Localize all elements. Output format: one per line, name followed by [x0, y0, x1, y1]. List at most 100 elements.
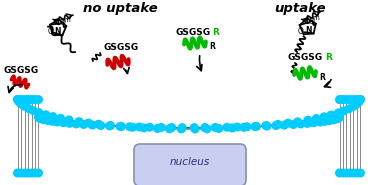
Circle shape: [85, 119, 92, 127]
Circle shape: [136, 123, 143, 131]
Circle shape: [336, 114, 343, 121]
Circle shape: [129, 123, 136, 131]
FancyBboxPatch shape: [134, 144, 246, 185]
Circle shape: [35, 109, 43, 116]
Circle shape: [228, 124, 236, 132]
Circle shape: [353, 100, 360, 108]
Circle shape: [357, 96, 364, 103]
Circle shape: [357, 169, 364, 177]
Circle shape: [126, 123, 133, 130]
Circle shape: [191, 125, 199, 133]
Polygon shape: [17, 100, 361, 129]
Text: R: R: [325, 53, 332, 61]
Circle shape: [118, 123, 125, 130]
Text: no uptake: no uptake: [83, 2, 157, 15]
Circle shape: [24, 169, 32, 177]
Circle shape: [191, 124, 198, 131]
Circle shape: [343, 169, 350, 177]
Circle shape: [28, 96, 35, 103]
Circle shape: [274, 121, 282, 128]
Circle shape: [290, 121, 297, 128]
Circle shape: [73, 120, 80, 128]
Circle shape: [60, 119, 67, 127]
Circle shape: [166, 125, 173, 133]
Circle shape: [340, 107, 348, 115]
Circle shape: [53, 118, 61, 126]
Circle shape: [253, 123, 260, 130]
Circle shape: [339, 96, 347, 103]
Text: m: m: [63, 17, 70, 23]
Text: GSGSG: GSGSG: [288, 53, 323, 61]
Circle shape: [339, 169, 347, 177]
Text: O: O: [60, 18, 66, 27]
Text: nucleus: nucleus: [170, 157, 210, 167]
Circle shape: [223, 123, 231, 131]
Circle shape: [21, 96, 28, 103]
Circle shape: [280, 121, 288, 129]
Circle shape: [251, 123, 259, 130]
Circle shape: [310, 119, 318, 127]
Circle shape: [146, 123, 153, 131]
Circle shape: [343, 96, 350, 103]
Circle shape: [346, 96, 354, 103]
Circle shape: [31, 96, 39, 103]
Circle shape: [201, 124, 209, 131]
Circle shape: [215, 125, 223, 132]
Circle shape: [75, 118, 83, 125]
Circle shape: [25, 105, 33, 112]
Circle shape: [35, 169, 42, 177]
Circle shape: [116, 123, 124, 130]
Circle shape: [14, 96, 21, 103]
Circle shape: [233, 123, 241, 131]
Circle shape: [57, 115, 64, 122]
Circle shape: [353, 169, 361, 177]
Text: O: O: [298, 27, 304, 36]
Circle shape: [345, 105, 353, 113]
Circle shape: [35, 96, 42, 103]
Circle shape: [44, 117, 52, 124]
Circle shape: [140, 124, 148, 132]
Circle shape: [355, 98, 363, 106]
Circle shape: [42, 111, 50, 119]
Circle shape: [335, 109, 342, 117]
Circle shape: [297, 120, 305, 128]
Circle shape: [320, 113, 328, 121]
Circle shape: [20, 102, 28, 110]
Circle shape: [325, 117, 333, 125]
Circle shape: [240, 124, 248, 131]
Circle shape: [89, 121, 96, 129]
Circle shape: [350, 169, 357, 177]
Circle shape: [357, 96, 364, 103]
Circle shape: [38, 115, 45, 123]
Circle shape: [203, 125, 211, 133]
Text: GSGSG: GSGSG: [175, 28, 210, 36]
Circle shape: [40, 116, 48, 124]
Circle shape: [21, 169, 28, 177]
Text: N: N: [54, 27, 61, 36]
Text: O: O: [47, 27, 53, 36]
Circle shape: [14, 96, 21, 103]
Text: R: R: [319, 73, 325, 82]
Circle shape: [95, 120, 102, 128]
Circle shape: [29, 107, 37, 114]
Circle shape: [107, 122, 114, 129]
Circle shape: [168, 124, 175, 131]
Text: O: O: [309, 17, 314, 26]
Text: uptake: uptake: [274, 2, 326, 15]
Circle shape: [304, 116, 311, 124]
Circle shape: [294, 118, 301, 126]
Circle shape: [284, 119, 292, 127]
Text: N: N: [305, 26, 311, 35]
Circle shape: [15, 98, 23, 106]
Circle shape: [28, 169, 35, 177]
Circle shape: [327, 111, 335, 119]
Circle shape: [272, 122, 280, 129]
Circle shape: [106, 122, 113, 130]
Circle shape: [304, 120, 311, 127]
Circle shape: [350, 96, 357, 103]
Circle shape: [263, 122, 271, 130]
Circle shape: [178, 124, 186, 131]
Circle shape: [31, 169, 39, 177]
Circle shape: [17, 96, 25, 103]
Circle shape: [153, 125, 161, 132]
